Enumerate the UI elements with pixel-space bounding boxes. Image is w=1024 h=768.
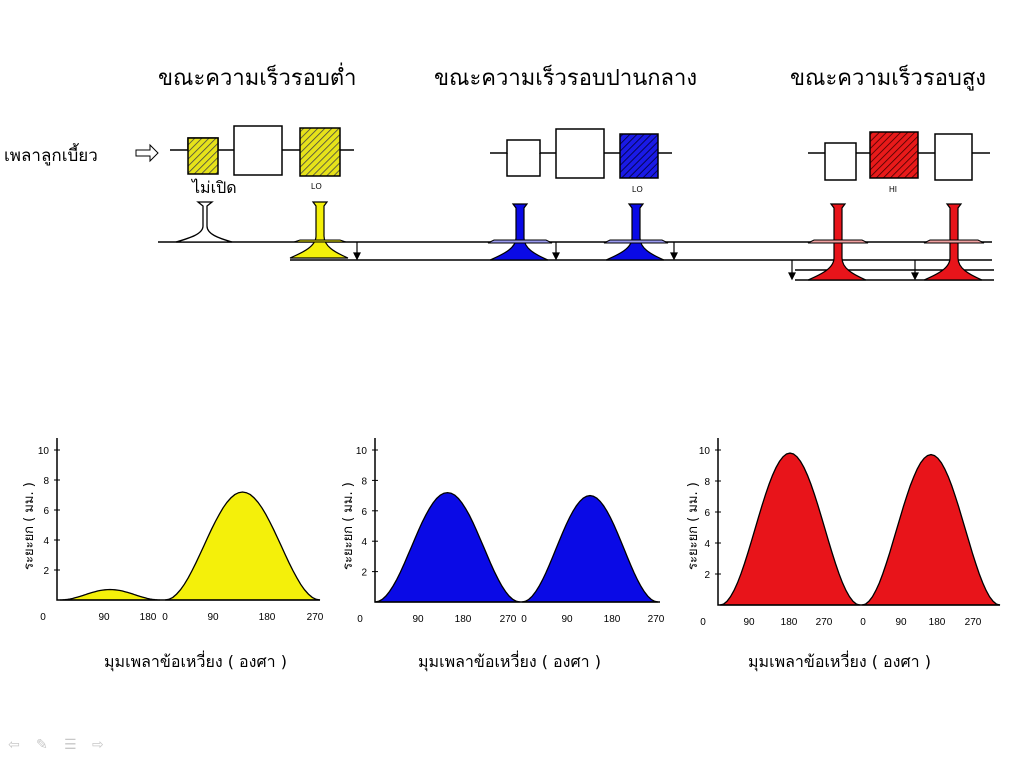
y-tick-label: 10 bbox=[699, 446, 711, 457]
valve-closed-label: ไม่เปิด bbox=[192, 178, 237, 197]
menu-icon[interactable]: ☰ bbox=[64, 737, 77, 753]
lift-curve-2 bbox=[164, 491, 321, 601]
valve-high-1 bbox=[807, 203, 869, 281]
cam-tag-low: LO bbox=[311, 182, 322, 191]
y-tick-label: 2 bbox=[43, 566, 49, 577]
ylabel-mid: ระยะยก ( มม. ) bbox=[341, 482, 356, 570]
y-tick-label: 4 bbox=[704, 539, 710, 550]
x-tick-label: 180 bbox=[259, 612, 276, 623]
axes bbox=[56, 438, 320, 601]
x-tick-label: 90 bbox=[895, 617, 907, 628]
x-tick-label: 270 bbox=[816, 617, 833, 628]
valve-high-2 bbox=[923, 203, 985, 281]
valve-closed bbox=[175, 201, 233, 243]
x-tick-label: 0 bbox=[700, 617, 706, 628]
valve-low-open bbox=[289, 201, 349, 259]
y-tick-label: 8 bbox=[704, 477, 710, 488]
lift-arrows bbox=[353, 242, 919, 281]
cam-lobe-low-1 bbox=[187, 137, 219, 175]
y-tick-label: 6 bbox=[43, 506, 49, 517]
axes bbox=[374, 438, 660, 603]
prev-slide-icon[interactable]: ⇦ bbox=[8, 737, 20, 753]
y-tick-label: 2 bbox=[361, 568, 367, 579]
rocker-lines bbox=[158, 241, 994, 281]
arrow-icon bbox=[135, 143, 159, 163]
y-tick-label: 10 bbox=[38, 446, 50, 457]
next-slide-icon[interactable]: ⇨ bbox=[92, 737, 104, 753]
x-tick-label: 0 bbox=[40, 612, 46, 623]
valve-mid-2 bbox=[603, 203, 669, 261]
axes bbox=[717, 438, 1000, 606]
x-tick-label: 90 bbox=[561, 614, 573, 625]
xlabel-mid: มุมเพลาข้อเหวี่ยง ( องศา ) bbox=[418, 652, 601, 671]
slide-nav: ⇦ ✎ ☰ ⇨ bbox=[8, 738, 110, 752]
cam-tag-mid: LO bbox=[632, 185, 643, 194]
y-tick-label: 2 bbox=[704, 570, 710, 581]
x-tick-label: 90 bbox=[412, 614, 424, 625]
y-tick-label: 4 bbox=[361, 537, 367, 548]
lift-curve-1 bbox=[374, 491, 521, 603]
y-tick-label: 6 bbox=[361, 507, 367, 518]
pen-icon[interactable]: ✎ bbox=[36, 737, 48, 753]
ylabel-low: ระยะยก ( มม. ) bbox=[22, 482, 37, 570]
x-tick-label: 270 bbox=[500, 614, 517, 625]
x-tick-label: 90 bbox=[98, 612, 110, 623]
lift-chart-high: 2 4 6 8 10 0 90 180 270 0 90 180 270 bbox=[699, 438, 1001, 628]
x-tick-label: 270 bbox=[648, 614, 665, 625]
title-high-speed: ขณะความเร็วรอบสูง bbox=[790, 66, 987, 91]
x-tick-label: 180 bbox=[140, 612, 157, 623]
lift-chart-mid: 2 4 6 8 10 0 90 180 270 0 90 180 270 bbox=[356, 438, 665, 625]
camshaft-mid bbox=[490, 128, 672, 179]
cam-lobe-mid bbox=[619, 133, 659, 179]
ylabel-high: ระยะยก ( มม. ) bbox=[686, 482, 701, 570]
x-tick-label: 0 bbox=[357, 614, 363, 625]
y-tick-label: 10 bbox=[356, 446, 368, 457]
x-tick-label: 0 bbox=[860, 617, 866, 628]
x-tick-label: 90 bbox=[743, 617, 755, 628]
lift-curve-1 bbox=[719, 452, 861, 606]
x-tick-label: 90 bbox=[207, 612, 219, 623]
x-tick-label: 0 bbox=[162, 612, 168, 623]
x-tick-label: 270 bbox=[307, 612, 324, 623]
x-tick-label: 0 bbox=[521, 614, 527, 625]
title-mid-speed: ขณะความเร็วรอบปานกลาง bbox=[434, 66, 698, 91]
camshaft-label: เพลาลูกเบี้ยว bbox=[4, 146, 98, 166]
lift-curve-1 bbox=[59, 588, 161, 601]
camshaft-high bbox=[808, 133, 990, 181]
valve-mid-1 bbox=[487, 203, 553, 261]
y-tick-label: 8 bbox=[361, 476, 367, 487]
title-low-speed: ขณะความเร็วรอบต่ำ bbox=[158, 66, 357, 91]
lift-curve-2 bbox=[861, 453, 1001, 606]
y-tick-label: 6 bbox=[704, 508, 710, 519]
lift-chart-low: 2 4 6 8 10 0 90 180 0 90 180 270 bbox=[38, 438, 324, 623]
x-tick-label: 180 bbox=[455, 614, 472, 625]
lift-curve-2 bbox=[521, 494, 659, 603]
cam-lobe-high bbox=[869, 131, 919, 179]
y-tick-label: 8 bbox=[43, 476, 49, 487]
cam-lobe-low-2 bbox=[299, 127, 341, 177]
xlabel-high: มุมเพลาข้อเหวี่ยง ( องศา ) bbox=[748, 652, 931, 671]
xlabel-low: มุมเพลาข้อเหวี่ยง ( องศา ) bbox=[104, 652, 287, 671]
y-tick-label: 4 bbox=[43, 536, 49, 547]
x-tick-label: 270 bbox=[965, 617, 982, 628]
x-tick-label: 180 bbox=[929, 617, 946, 628]
x-tick-label: 180 bbox=[604, 614, 621, 625]
cam-tag-high: HI bbox=[889, 185, 897, 194]
x-tick-label: 180 bbox=[781, 617, 798, 628]
